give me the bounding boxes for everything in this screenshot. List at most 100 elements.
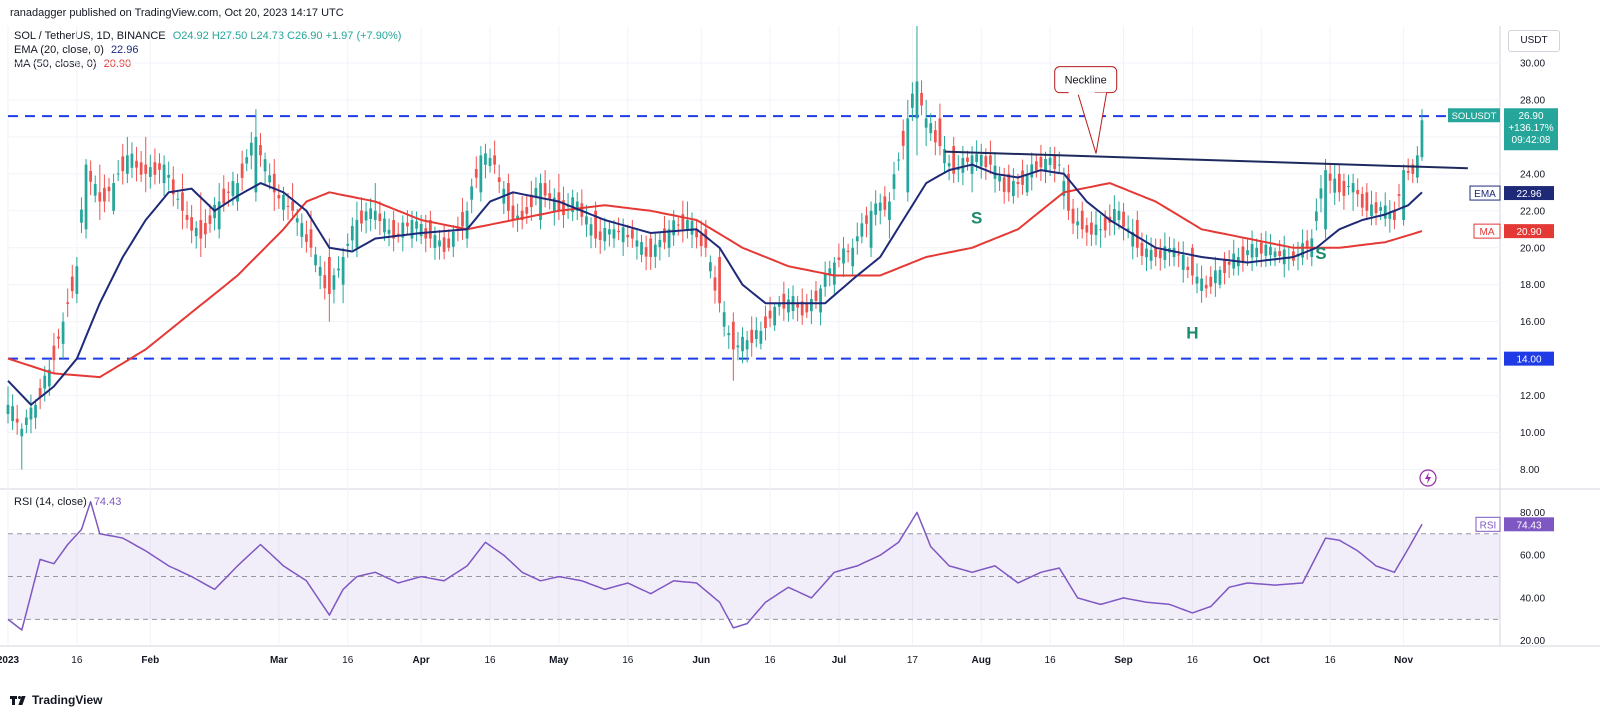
candle-body [736, 345, 740, 348]
candle-body [695, 229, 698, 238]
candle-body [1402, 170, 1405, 221]
candle-body [1273, 251, 1277, 257]
candle-body [419, 223, 423, 236]
time-tick-label: Feb [141, 655, 159, 666]
time-tick-label: Sep [1114, 655, 1132, 666]
candle-body [162, 164, 166, 184]
candle-body [268, 175, 272, 183]
candle-body [603, 228, 607, 242]
candle-body [672, 220, 676, 236]
candle-body [139, 162, 143, 175]
candle-body [383, 218, 386, 233]
candle-body [548, 193, 552, 200]
candle-body [1002, 177, 1006, 192]
time-tick-label: 16 [1325, 655, 1337, 666]
candle-body [6, 404, 10, 415]
ma-value-tag-bg [1504, 224, 1554, 239]
candle-body [369, 208, 373, 220]
candle-body [479, 155, 483, 193]
candle-body [1282, 249, 1286, 265]
candle-body [823, 274, 827, 287]
rsi-legend[interactable]: RSI (14, close) 74.43 [14, 496, 121, 508]
candle-body [15, 418, 19, 423]
rsi-line [7, 500, 1423, 631]
ema-legend[interactable]: EMA (20, close, 0) 22.96 [14, 44, 138, 56]
candle-body [594, 210, 597, 239]
candle-body [1264, 244, 1268, 256]
candle-body [1278, 251, 1282, 256]
candle-body [1094, 224, 1098, 236]
candle-body [984, 156, 988, 168]
price-tick-label: 28.00 [1520, 95, 1545, 106]
candle-body [571, 197, 575, 213]
candle-body [1122, 211, 1125, 227]
candle-body [1356, 189, 1360, 195]
candle-body [709, 262, 712, 272]
candle-body [1351, 183, 1355, 193]
candle-body [20, 428, 24, 437]
time-tick-label: Jul [832, 655, 847, 666]
ma-legend-value: 20.90 [103, 58, 132, 70]
time-tick-label: 16 [71, 655, 83, 666]
candle-body [80, 209, 83, 223]
candle-body [309, 229, 313, 248]
candle-body [1080, 210, 1084, 230]
candle-body [378, 213, 382, 222]
candle-body [98, 192, 102, 202]
candle-body [332, 275, 336, 290]
time-tick-label: Aug [972, 655, 991, 666]
candle-body [745, 340, 749, 350]
ma-legend[interactable]: MA (50, close, 0) 20.90 [14, 58, 131, 70]
time-tick-label: Apr [413, 655, 430, 666]
candle-body [1012, 181, 1015, 197]
candle-body [1204, 284, 1208, 289]
currency-unit-button[interactable]: USDT [1508, 30, 1560, 52]
candle-body [1131, 232, 1135, 247]
left-shoulder-label: S [971, 209, 982, 228]
candle-body [529, 194, 533, 208]
candle-body [263, 159, 267, 172]
candle-body [121, 156, 125, 172]
candle-body [259, 145, 262, 156]
candle-body [832, 262, 836, 285]
candle-body [1397, 194, 1401, 196]
price-tick-label: 10.00 [1520, 428, 1545, 439]
candle-body [1181, 254, 1185, 270]
candle-body [249, 142, 253, 156]
candle-body [626, 234, 630, 238]
candle-body [1223, 258, 1226, 274]
time-tick-label: 2023 [0, 655, 20, 666]
candle-body [649, 238, 653, 257]
candle-body [240, 163, 244, 178]
candle-body [84, 164, 88, 230]
ema-name-tag: EMA [1474, 189, 1496, 200]
candle-body [782, 293, 786, 309]
candle-body [635, 240, 639, 247]
candle-body [989, 155, 992, 165]
candle-body [314, 254, 317, 266]
time-tick-label: 17 [907, 655, 919, 666]
countdown-tag: 09:42:08 [1512, 135, 1551, 146]
candle-body [952, 146, 956, 174]
symbol-label[interactable]: SOL / TetherUS, 1D, BINANCE [14, 30, 166, 42]
candle-body [387, 229, 391, 234]
last-price-tag: 26.90 [1518, 111, 1543, 122]
candle-body [1218, 269, 1222, 285]
lightning-alert-icon [1419, 469, 1437, 487]
candle-body [1246, 250, 1249, 256]
symbol-tag-bg [1448, 108, 1500, 123]
price-tick-label: 12.00 [1520, 391, 1545, 402]
candle-body [360, 210, 363, 224]
candle-body [828, 268, 832, 275]
candle-body [1227, 261, 1231, 265]
candle-body [699, 234, 703, 247]
candle-body [507, 183, 510, 211]
candle-body [1186, 266, 1190, 270]
candle-body [658, 239, 662, 248]
candle-body [750, 329, 754, 343]
time-tick-label: 16 [484, 655, 496, 666]
candle-body [185, 215, 189, 220]
symbol-legend[interactable]: SOL / TetherUS, 1D, BINANCE O24.92 H27.5… [14, 30, 401, 42]
candle-body [1255, 247, 1259, 257]
